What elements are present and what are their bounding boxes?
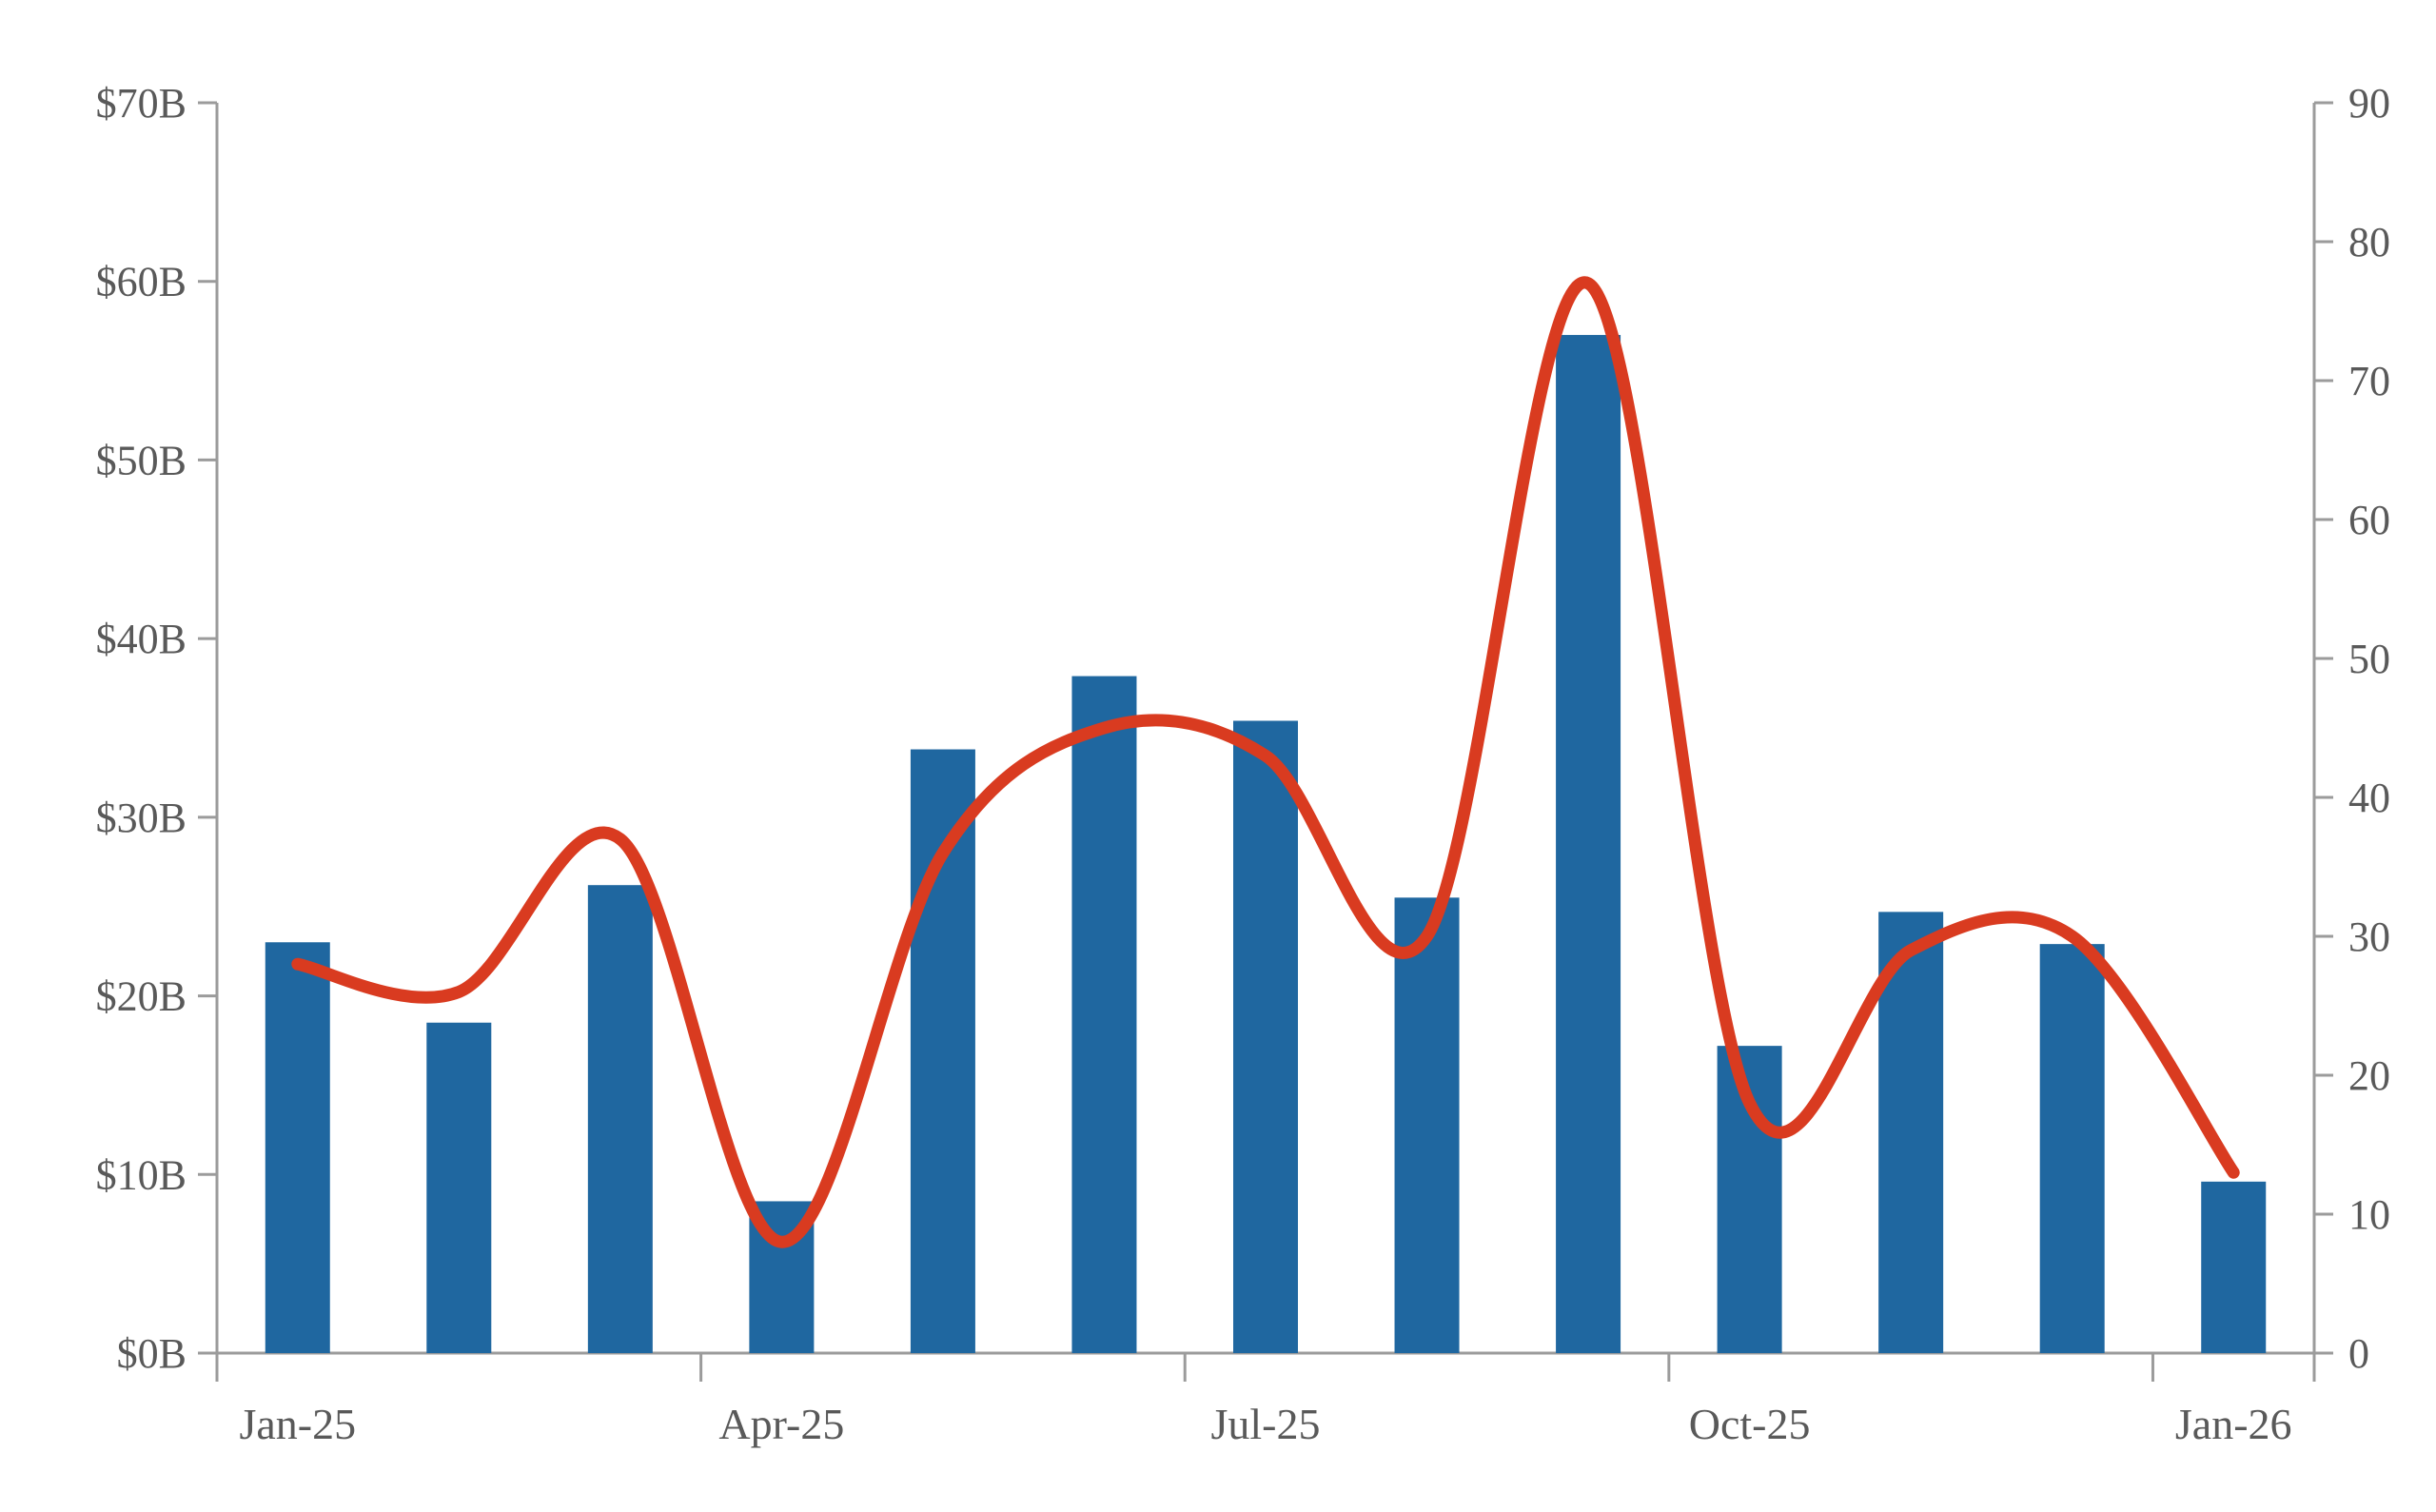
x-axis-tick-label: Oct-25 [1689, 1400, 1811, 1448]
left-axis-tick-label: $20B [96, 973, 187, 1020]
right-axis-tick-label: 30 [2348, 913, 2390, 960]
right-axis-tick-label: 50 [2348, 636, 2390, 682]
bar-sep-25 [1556, 335, 1621, 1353]
bar-may-25 [910, 749, 975, 1353]
left-axis-tick-label: $50B [96, 437, 187, 483]
bar-nov-25 [1878, 912, 1944, 1353]
bar-aug-25 [1394, 897, 1460, 1353]
x-axis-tick-label: Jan-25 [239, 1400, 356, 1448]
bar-jan-25 [265, 942, 330, 1353]
x-axis-tick-label: Apr-25 [718, 1400, 844, 1448]
bar-jun-25 [1071, 676, 1137, 1353]
left-axis-tick-label: $30B [96, 795, 187, 841]
x-axis-tick-label: Jan-26 [2175, 1400, 2292, 1448]
left-axis-tick-label: $0B [117, 1330, 187, 1377]
right-axis-tick-label: 70 [2348, 358, 2390, 404]
x-axis-tick-label: Jul-25 [1211, 1400, 1321, 1448]
bar-feb-25 [426, 1022, 492, 1353]
right-axis-tick-label: 20 [2348, 1052, 2390, 1099]
left-axis-tick-label: $10B [96, 1151, 187, 1198]
right-axis-tick-label: 40 [2348, 775, 2390, 821]
axis-labels-group: $0B $10B $20B $30B $40B $50B $60B $70B 0 10 20 30 40… [96, 80, 2390, 1448]
left-axis-tick-label: $70B [96, 80, 187, 127]
line-series-group [291, 276, 2240, 1248]
bar-jul-25 [1233, 720, 1298, 1353]
bar-jan-26 [2201, 1181, 2267, 1353]
right-axis-tick-label: 60 [2348, 497, 2390, 543]
trend-line [291, 276, 2240, 1248]
left-axis-tick-label: $60B [96, 259, 187, 305]
bar-mar-25 [587, 885, 653, 1353]
right-axis-tick-label: 90 [2348, 80, 2390, 127]
right-axis-tick-label: 80 [2348, 219, 2390, 265]
bar-series-group [265, 335, 2267, 1353]
bar-dec-25 [2039, 944, 2105, 1353]
right-axis-tick-label: 10 [2348, 1191, 2390, 1238]
left-axis-tick-label: $40B [96, 616, 187, 662]
right-axis-tick-label: 0 [2348, 1330, 2369, 1377]
